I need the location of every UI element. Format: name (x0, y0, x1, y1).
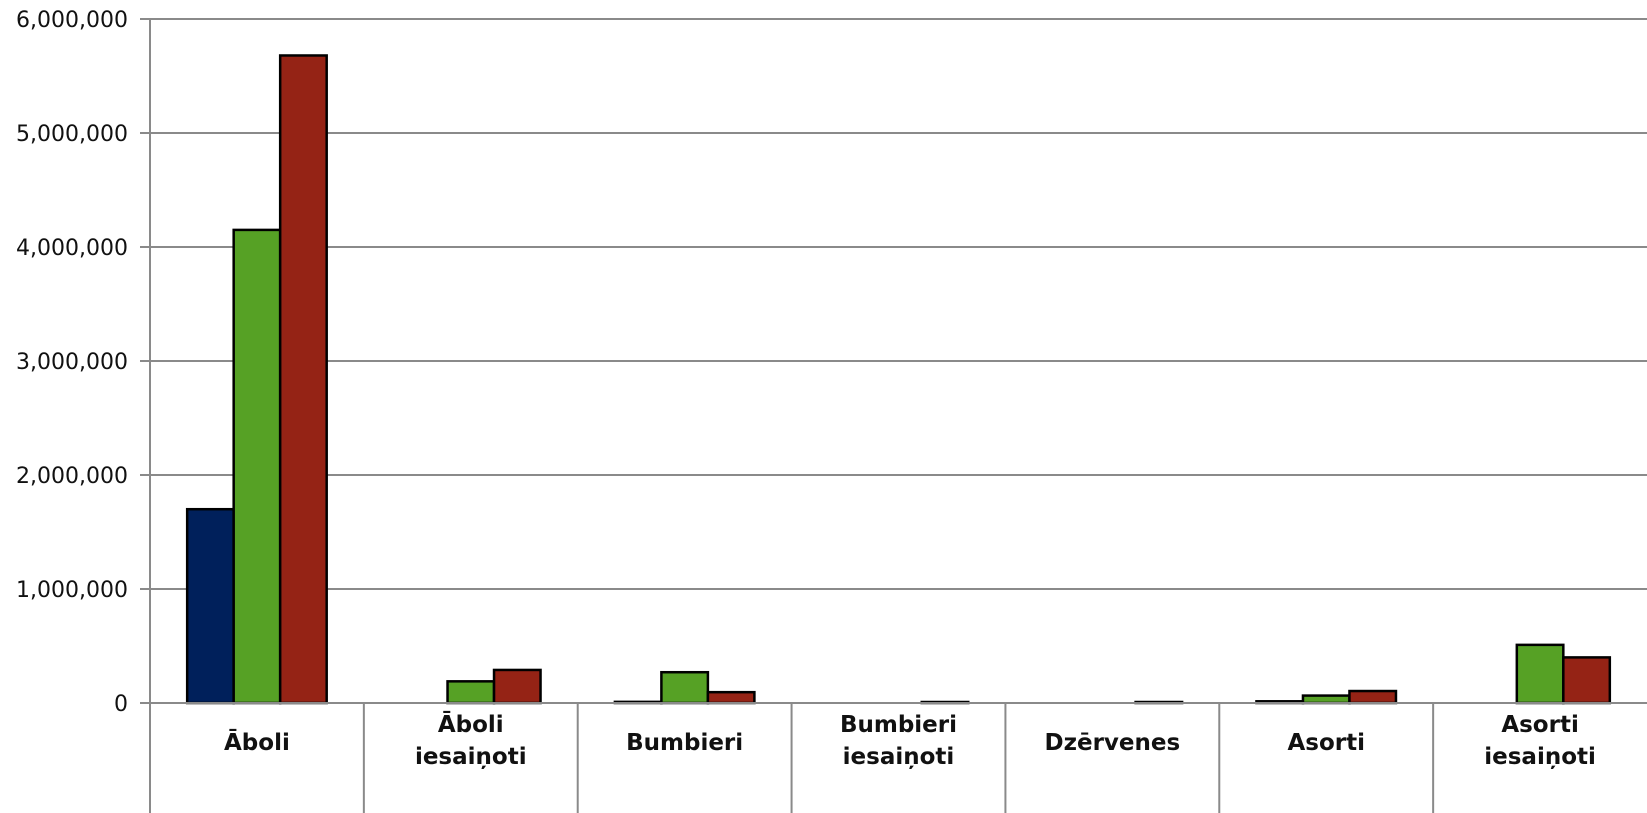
bar (706, 690, 756, 705)
bars (185, 54, 1612, 705)
x-tick-label: Dzērvenes (1045, 730, 1181, 756)
bar (660, 670, 710, 705)
bar (1348, 689, 1398, 705)
y-tick-label: 5,000,000 (16, 122, 128, 147)
x-tick-label: Asorti iesaiņoti (1484, 712, 1596, 770)
bar (232, 228, 282, 705)
x-tick-label-line: iesaiņoti (415, 744, 527, 770)
bar (446, 680, 496, 705)
x-tick-label: Bumbieri (626, 730, 743, 756)
x-tick-label-line: iesaiņoti (843, 744, 955, 770)
x-tick-label: Bumbieri iesaiņoti (840, 712, 957, 770)
bar (185, 507, 235, 705)
gridlines (150, 18, 1647, 590)
x-tick-label: Āboli iesaiņoti (415, 710, 527, 770)
x-axis-ticks: Āboli Āboli iesaiņoti Bumbieri Bumbieri iesai… (224, 710, 1596, 770)
x-tick-label-line: Bumbieri (840, 712, 957, 738)
bar (1301, 694, 1351, 705)
x-tick-label-line: Asorti (1501, 712, 1579, 738)
bar (278, 54, 328, 705)
x-tick-label-line: iesaiņoti (1484, 744, 1596, 770)
y-tick-label: 4,000,000 (16, 236, 128, 261)
y-tick-label: 2,000,000 (16, 464, 128, 489)
axes (149, 19, 1647, 813)
bar (492, 668, 542, 705)
x-tick-label-line: Āboli (438, 710, 504, 738)
x-tick-label: Asorti (1287, 730, 1365, 756)
y-axis-ticks: 0 1,000,000 2,000,000 3,000,000 4,000,000 5,0… (16, 8, 150, 717)
y-tick-label: 0 (114, 692, 128, 717)
x-tick-label: Āboli (224, 728, 290, 756)
bar (1515, 643, 1565, 705)
bar (1562, 656, 1612, 705)
y-tick-label: 3,000,000 (16, 350, 128, 375)
y-tick-label: 6,000,000 (16, 8, 128, 33)
y-tick-label: 1,000,000 (16, 578, 128, 603)
